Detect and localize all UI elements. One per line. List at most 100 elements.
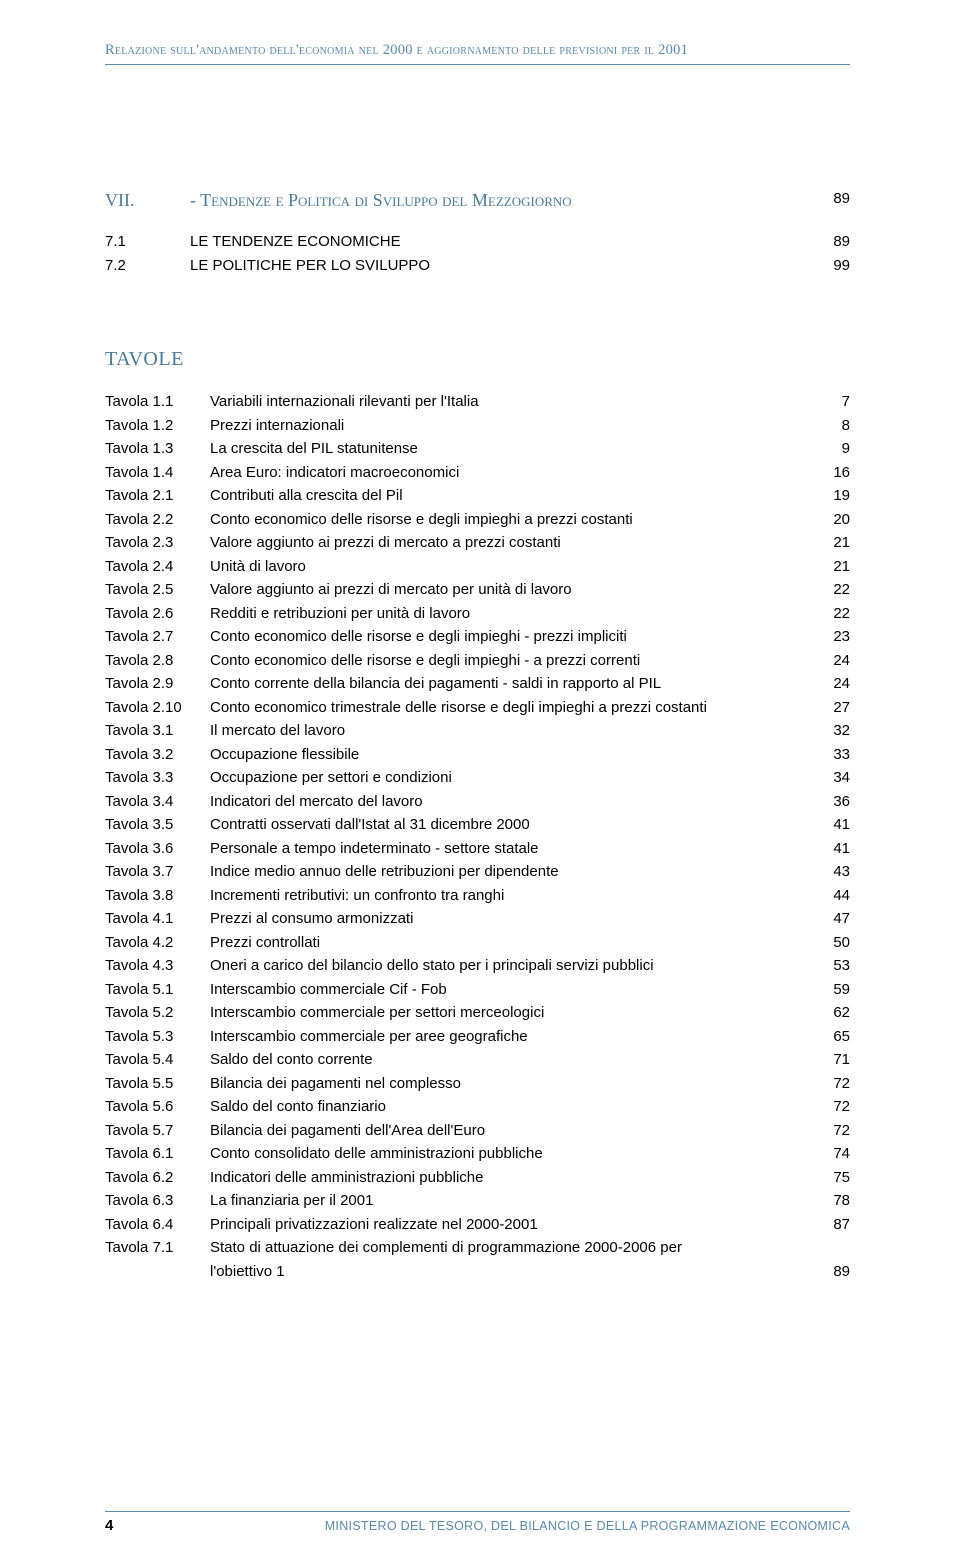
tavola-title: Personale a tempo indeterminato - settor… — [210, 837, 800, 861]
tavola-title: Prezzi controllati — [210, 931, 800, 955]
tavola-title: Conto consolidato delle amministrazioni … — [210, 1142, 800, 1166]
sub-title: LE TENDENZE ECONOMICHE — [190, 230, 800, 254]
tavola-title: Unità di lavoro — [210, 555, 800, 579]
tavola-row: Tavola 6.4Principali privatizzazioni rea… — [105, 1213, 850, 1237]
tavola-num: Tavola 3.1 — [105, 719, 210, 743]
tavola-row: Tavola 1.1Variabili internazionali rilev… — [105, 390, 850, 414]
page-number: 4 — [105, 1517, 113, 1534]
tavola-row: Tavola 2.7Conto economico delle risorse … — [105, 625, 850, 649]
tavola-row-cont: l'obiettivo 189 — [105, 1260, 850, 1284]
tavola-num: Tavola 6.3 — [105, 1189, 210, 1213]
tavola-row: Tavola 3.1Il mercato del lavoro32 — [105, 719, 850, 743]
tavola-row: Tavola 3.3Occupazione per settori e cond… — [105, 766, 850, 790]
tavola-row: Tavola 4.2Prezzi controllati50 — [105, 931, 850, 955]
sub-num: 7.1 — [105, 230, 190, 254]
tavola-num: Tavola 1.1 — [105, 390, 210, 414]
tavola-num: Tavola 2.3 — [105, 531, 210, 555]
tavola-row: Tavola 1.3La crescita del PIL statuniten… — [105, 437, 850, 461]
tavola-title: Conto economico delle risorse e degli im… — [210, 508, 800, 532]
tavola-page: 53 — [800, 954, 850, 978]
tavola-row: Tavola 3.6Personale a tempo indeterminat… — [105, 837, 850, 861]
tavola-row: Tavola 5.3Interscambio commerciale per a… — [105, 1025, 850, 1049]
tavola-row: Tavola 2.4Unità di lavoro21 — [105, 555, 850, 579]
tavola-page: 72 — [800, 1072, 850, 1096]
tavola-title: Indicatori del mercato del lavoro — [210, 790, 800, 814]
tavola-page: 23 — [800, 625, 850, 649]
tavola-page: 21 — [800, 555, 850, 579]
tavola-title: Redditi e retribuzioni per unità di lavo… — [210, 602, 800, 626]
tavola-num: Tavola 1.2 — [105, 414, 210, 438]
tavola-page: 74 — [800, 1142, 850, 1166]
tavola-title: Conto economico delle risorse e degli im… — [210, 649, 800, 673]
tavola-row: Tavola 2.1Contributi alla crescita del P… — [105, 484, 850, 508]
tavola-title: Occupazione per settori e condizioni — [210, 766, 800, 790]
tavola-num: Tavola 2.9 — [105, 672, 210, 696]
tavola-row: Tavola 2.3Valore aggiunto ai prezzi di m… — [105, 531, 850, 555]
tavola-title: Conto economico trimestrale delle risors… — [210, 696, 800, 720]
tavola-row: Tavola 5.5Bilancia dei pagamenti nel com… — [105, 1072, 850, 1096]
sub-title: LE POLITICHE PER LO SVILUPPO — [190, 254, 800, 278]
tavola-title: Stato di attuazione dei complementi di p… — [210, 1236, 800, 1260]
tavola-page: 65 — [800, 1025, 850, 1049]
header-rule — [105, 64, 850, 65]
tavola-num: Tavola 5.5 — [105, 1072, 210, 1096]
tavola-page: 44 — [800, 884, 850, 908]
tavola-title: Indicatori delle amministrazioni pubblic… — [210, 1166, 800, 1190]
tavola-row: Tavola 4.1Prezzi al consumo armonizzati4… — [105, 907, 850, 931]
tavola-num: Tavola 1.3 — [105, 437, 210, 461]
tavola-title: Occupazione flessibile — [210, 743, 800, 767]
tavola-row: Tavola 3.5Contratti osservati dall'Istat… — [105, 813, 850, 837]
tavola-page: 34 — [800, 766, 850, 790]
section-heading: VII. - Tendenze e Politica di Sviluppo d… — [105, 190, 850, 211]
tavola-page: 89 — [800, 1260, 850, 1284]
tavola-num: Tavola 2.8 — [105, 649, 210, 673]
tavola-page: 7 — [800, 390, 850, 414]
tavola-title: Saldo del conto finanziario — [210, 1095, 800, 1119]
tavola-title: Incrementi retributivi: un confronto tra… — [210, 884, 800, 908]
tavola-title: Variabili internazionali rilevanti per l… — [210, 390, 800, 414]
tavola-page: 32 — [800, 719, 850, 743]
tavola-num: Tavola 5.7 — [105, 1119, 210, 1143]
tavola-page: 71 — [800, 1048, 850, 1072]
tavola-num: Tavola 2.4 — [105, 555, 210, 579]
footer-text: MINISTERO DEL TESORO, DEL BILANCIO E DEL… — [113, 1519, 850, 1533]
tavola-row: Tavola 3.8Incrementi retributivi: un con… — [105, 884, 850, 908]
tavola-num: Tavola 3.6 — [105, 837, 210, 861]
tavola-title: Valore aggiunto ai prezzi di mercato per… — [210, 578, 800, 602]
tavola-row: Tavola 2.5Valore aggiunto ai prezzi di m… — [105, 578, 850, 602]
tavola-page: 41 — [800, 837, 850, 861]
tavola-page: 24 — [800, 672, 850, 696]
tavola-page: 22 — [800, 602, 850, 626]
tavola-num — [105, 1260, 210, 1284]
tavola-row: Tavola 3.7Indice medio annuo delle retri… — [105, 860, 850, 884]
tavola-page: 20 — [800, 508, 850, 532]
sub-num: 7.2 — [105, 254, 190, 278]
tavola-num: Tavola 3.2 — [105, 743, 210, 767]
tavola-num: Tavola 3.7 — [105, 860, 210, 884]
tavola-row: Tavola 6.1Conto consolidato delle ammini… — [105, 1142, 850, 1166]
tavola-title: Valore aggiunto ai prezzi di mercato a p… — [210, 531, 800, 555]
tavola-num: Tavola 6.1 — [105, 1142, 210, 1166]
tavola-row: Tavola 6.3La finanziaria per il 200178 — [105, 1189, 850, 1213]
tavola-page: 8 — [800, 414, 850, 438]
tavola-page: 9 — [800, 437, 850, 461]
footer-rule — [105, 1511, 850, 1512]
tavola-num: Tavola 4.1 — [105, 907, 210, 931]
tavola-page: 21 — [800, 531, 850, 555]
tavola-title: Principali privatizzazioni realizzate ne… — [210, 1213, 800, 1237]
tavola-num: Tavola 5.1 — [105, 978, 210, 1002]
tavola-row: Tavola 2.9Conto corrente della bilancia … — [105, 672, 850, 696]
tavole-heading: TAVOLE — [105, 348, 184, 371]
tavola-num: Tavola 7.1 — [105, 1236, 210, 1260]
tavola-title: Bilancia dei pagamenti nel complesso — [210, 1072, 800, 1096]
tavole-list: Tavola 1.1Variabili internazionali rilev… — [105, 390, 850, 1283]
section-num: VII. — [105, 190, 190, 211]
subsection-row: 7.2 LE POLITICHE PER LO SVILUPPO 99 — [105, 254, 850, 278]
tavola-row: Tavola 3.4Indicatori del mercato del lav… — [105, 790, 850, 814]
tavola-page: 72 — [800, 1095, 850, 1119]
tavola-page: 50 — [800, 931, 850, 955]
tavola-num: Tavola 4.3 — [105, 954, 210, 978]
tavola-num: Tavola 5.4 — [105, 1048, 210, 1072]
section-title: - Tendenze e Politica di Sviluppo del Me… — [190, 190, 800, 211]
tavola-row: Tavola 7.1Stato di attuazione dei comple… — [105, 1236, 850, 1260]
